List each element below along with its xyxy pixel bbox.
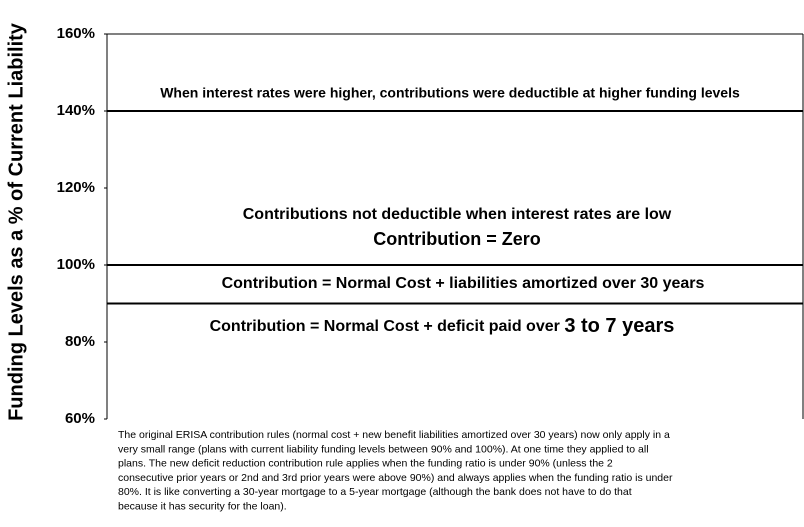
caption-line: consecutive prior years or 2nd and 3rd p… xyxy=(118,472,673,484)
y-tick-label: 160% xyxy=(57,25,95,42)
annotation: When interest rates were higher, contrib… xyxy=(160,85,740,101)
annotation: Contribution = Normal Cost + deficit pai… xyxy=(210,315,675,337)
caption-line: 80%. It is like converting a 30-year mor… xyxy=(118,486,632,498)
annotation: Contribution = Zero xyxy=(373,229,540,249)
annotation: Contribution = Normal Cost + liabilities… xyxy=(222,275,705,292)
y-tick-label: 140% xyxy=(57,102,95,119)
y-axis-label: Funding Levels as a % of Current Liabili… xyxy=(5,22,27,421)
annotation: Contributions not deductible when intere… xyxy=(243,206,672,223)
y-tick-label: 60% xyxy=(65,410,95,427)
caption-line: plans. The new deficit reduction contrib… xyxy=(118,458,613,470)
y-tick-label: 80% xyxy=(65,333,95,350)
y-tick-label: 100% xyxy=(57,256,95,273)
caption-line: The original ERISA contribution rules (n… xyxy=(118,429,670,441)
caption-line: because it has security for the loan). xyxy=(118,501,287,513)
caption-line: very small range (plans with current lia… xyxy=(118,443,649,455)
annotation-part: Contribution = Normal Cost + deficit pai… xyxy=(210,318,560,335)
annotation-part: 3 to 7 years xyxy=(564,315,674,337)
y-tick-label: 120% xyxy=(57,179,95,196)
